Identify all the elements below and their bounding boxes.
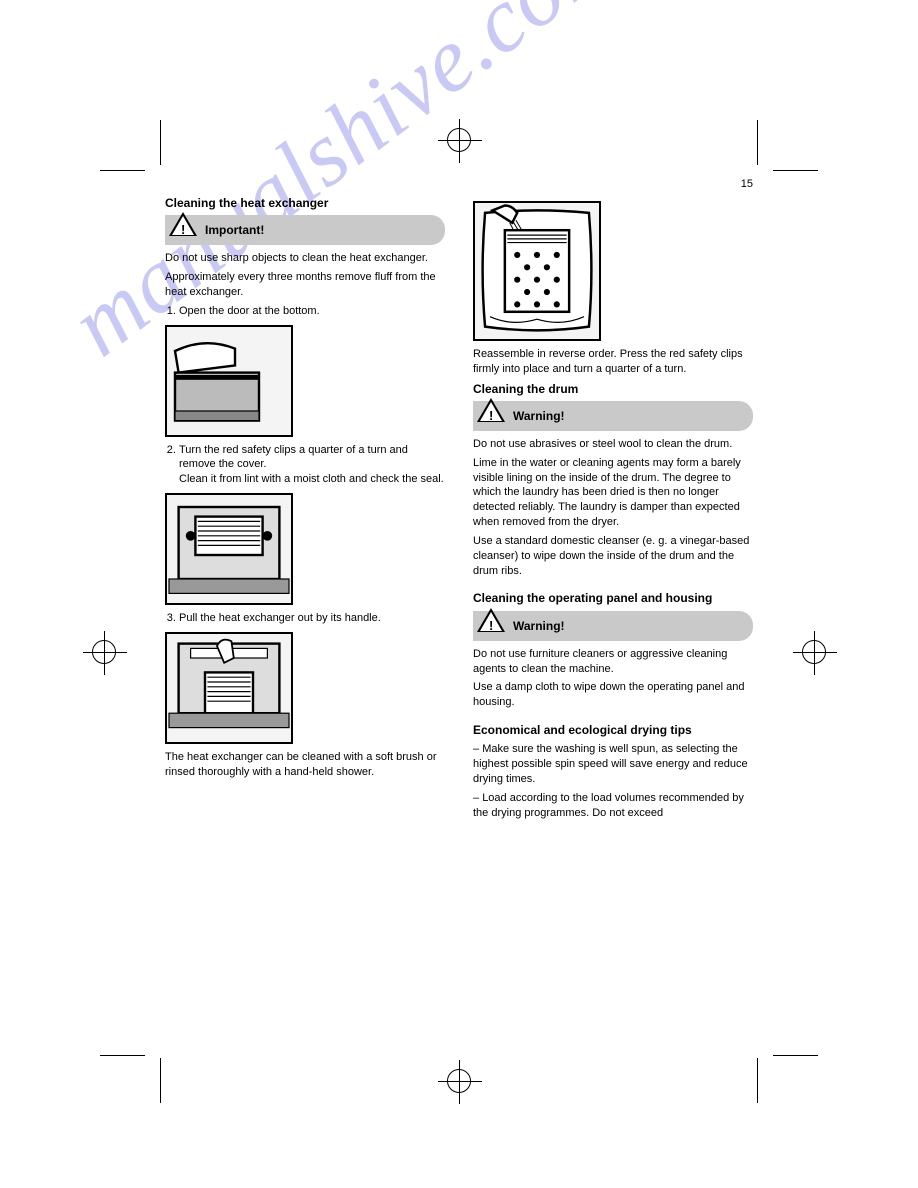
step: Open the door at the bottom.	[179, 304, 445, 319]
left-column: Cleaning the heat exchanger Important! D…	[165, 195, 445, 784]
section-title: Cleaning the drum	[473, 381, 753, 397]
registration-mark	[447, 128, 471, 152]
list-item-text: Make sure the washing is well spun, as s…	[473, 743, 748, 785]
list-item: – Make sure the washing is well spun, as…	[473, 742, 753, 787]
warning-icon	[477, 398, 505, 422]
registration-mark	[92, 640, 116, 664]
body-text: Reassemble in reverse order. Press the r…	[473, 347, 753, 377]
warning-icon	[169, 212, 197, 236]
warning-label: Warning!	[513, 408, 565, 424]
crop-mark	[757, 1058, 758, 1103]
step-text: Clean it from lint with a moist cloth an…	[179, 473, 444, 485]
warn-text: Do not use abrasives or steel wool to cl…	[473, 437, 753, 452]
registration-mark	[802, 640, 826, 664]
section-title: Economical and ecological drying tips	[473, 722, 753, 738]
crop-mark	[773, 1055, 818, 1056]
crop-mark	[757, 120, 758, 165]
body-text: Lime in the water or cleaning agents may…	[473, 456, 753, 530]
crop-mark	[100, 170, 145, 171]
section-title: Cleaning the operating panel and housing	[473, 590, 753, 606]
section-eco: Economical and ecological drying tips – …	[473, 722, 753, 820]
right-column: Reassemble in reverse order. Press the r…	[473, 195, 753, 832]
figure-safety-clips	[165, 493, 293, 605]
registration-mark	[447, 1069, 471, 1093]
body-text: The heat exchanger can be cleaned with a…	[165, 750, 445, 780]
intro-text: Approximately every three months remove …	[165, 270, 445, 300]
body-text: Use a damp cloth to wipe down the operat…	[473, 680, 753, 710]
step-text: Turn the red safety clips a quarter of a…	[179, 444, 408, 471]
step: Pull the heat exchanger out by its handl…	[179, 611, 445, 626]
warning-icon	[477, 608, 505, 632]
important-label: Important!	[205, 222, 264, 238]
list-item-text: Load according to the load volumes recom…	[473, 792, 744, 819]
crop-mark	[100, 1055, 145, 1056]
warning-bar: Warning!	[473, 611, 753, 641]
warn-text: Do not use furniture cleaners or aggress…	[473, 647, 753, 677]
figure-pull-exchanger	[165, 632, 293, 744]
list-item: – Load according to the load volumes rec…	[473, 791, 753, 821]
section-title: Cleaning the heat exchanger	[165, 195, 445, 211]
step: Turn the red safety clips a quarter of a…	[179, 443, 445, 488]
page-number: 15	[741, 177, 753, 192]
figure-rinse-exchanger	[473, 201, 601, 341]
crop-mark	[160, 120, 161, 165]
section-drum: Cleaning the drum Warning! Do not use ab…	[473, 381, 753, 579]
page-content: 15 Cleaning the heat exchanger Important…	[165, 195, 753, 832]
important-bar: Important!	[165, 215, 445, 245]
warning-bar: Warning!	[473, 401, 753, 431]
warning-label: Warning!	[513, 618, 565, 634]
figure-open-door	[165, 325, 293, 437]
warn-text: Do not use sharp objects to clean the he…	[165, 251, 445, 266]
crop-mark	[160, 1058, 161, 1103]
section-panel: Cleaning the operating panel and housing…	[473, 590, 753, 710]
body-text: Use a standard domestic cleanser (e. g. …	[473, 534, 753, 579]
crop-mark	[773, 170, 818, 171]
